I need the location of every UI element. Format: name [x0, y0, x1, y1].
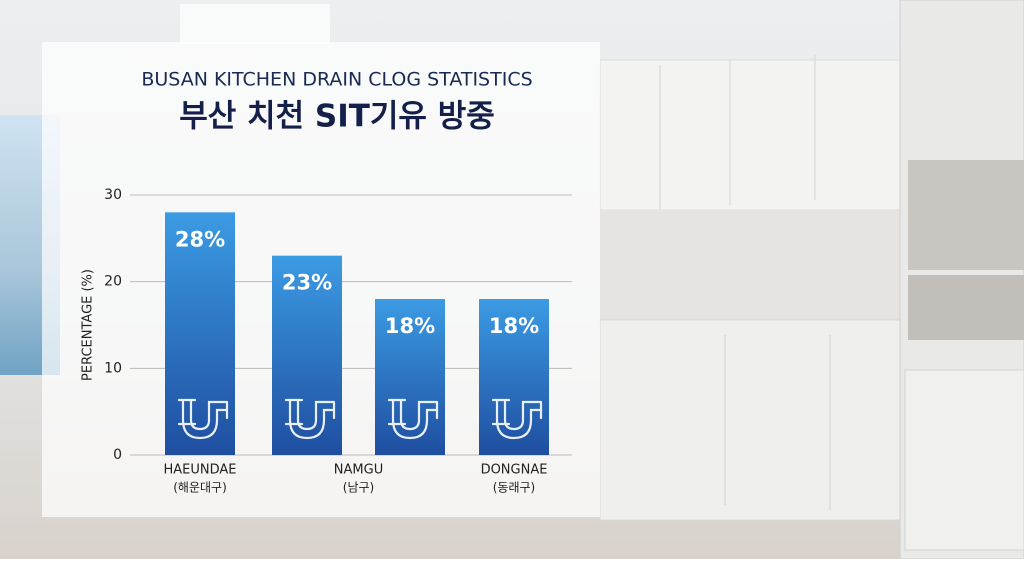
pipe-icon — [387, 398, 439, 440]
value-label: 28% — [175, 227, 225, 251]
x-tick-sublabel: (동래구) — [493, 481, 535, 495]
bar — [165, 212, 235, 455]
pipe-icon — [284, 398, 336, 440]
y-tick-label: 0 — [113, 447, 122, 463]
y-tick-label: 20 — [104, 274, 122, 290]
x-tick-label: NAMGU — [334, 463, 383, 478]
y-tick-label: 10 — [104, 360, 122, 376]
pipe-icon — [177, 398, 229, 440]
x-tick-label: HAEUNDAE — [163, 463, 236, 478]
value-label: 23% — [282, 271, 332, 295]
value-label: 18% — [385, 314, 435, 338]
value-label: 18% — [489, 314, 539, 338]
y-tick-label: 30 — [104, 187, 122, 203]
y-axis-label: PERCENTAGE (%) — [81, 269, 96, 381]
x-tick-sublabel: (해운대구) — [173, 481, 227, 495]
chart-subtitle: 부산 치천 SIT기유 방중 — [179, 99, 495, 135]
x-tick-sublabel: (남구) — [343, 481, 374, 495]
x-tick-label: DONGNAE — [481, 463, 548, 478]
chart-title: BUSAN KITCHEN DRAIN CLOG STATISTICS — [141, 69, 532, 91]
bar — [272, 255, 342, 455]
pipe-icon — [491, 398, 543, 440]
